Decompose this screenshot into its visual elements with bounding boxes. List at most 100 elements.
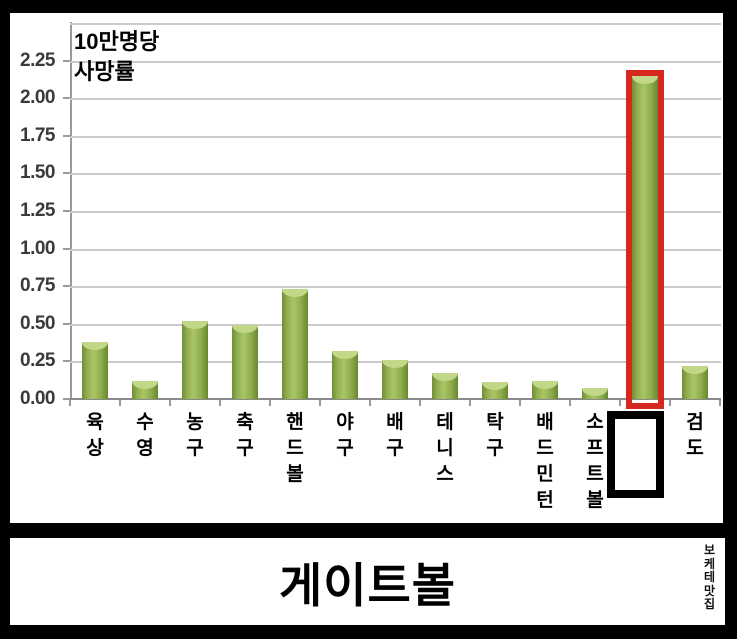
watermark-char: 맛 <box>703 583 715 598</box>
category-char: 볼 <box>586 490 604 511</box>
x-tick-mark <box>119 400 121 406</box>
x-tick-mark <box>69 400 71 406</box>
y-tick-label: 0.25 <box>20 350 55 371</box>
bar-top-highlight <box>82 342 108 350</box>
category-char: 배 <box>386 412 404 433</box>
y-tick-mark <box>63 210 70 212</box>
category-char: 트 <box>586 464 604 485</box>
y-tick-label: 0.00 <box>20 388 55 409</box>
category-char: 프 <box>586 438 604 459</box>
y-tick-mark <box>63 135 70 137</box>
watermark-char: 테 <box>703 570 715 584</box>
x-tick-mark <box>269 400 271 406</box>
category-char: 드 <box>286 438 304 459</box>
bar-top-highlight <box>232 325 258 333</box>
x-tick-mark <box>569 400 571 406</box>
bar-top-highlight <box>632 76 658 84</box>
y-axis-title: 10만명당 사망률 <box>74 27 159 87</box>
bar-hidden-answer <box>632 76 658 399</box>
x-tick-mark <box>419 400 421 406</box>
x-tick-mark <box>469 400 471 406</box>
y-tick-mark <box>63 248 70 250</box>
y-tick-label: 2.25 <box>20 50 55 71</box>
y-tick-label: 0.75 <box>20 275 55 296</box>
category-char: 농 <box>186 412 204 433</box>
bar-소프트볼 <box>582 388 608 399</box>
bar-핸드볼 <box>282 289 308 399</box>
gridline <box>70 136 721 138</box>
highlight-outline <box>626 70 664 409</box>
y-tick-label: 2.00 <box>20 87 55 108</box>
category-char: 드 <box>536 438 554 459</box>
gridline <box>70 173 721 175</box>
answer-text: 게이트볼 <box>279 559 456 612</box>
category-char: 구 <box>486 438 504 459</box>
y-axis-title-line2: 사망률 <box>74 59 135 84</box>
category-char: 육 <box>86 412 104 433</box>
bar-배드민턴 <box>532 381 558 399</box>
category-char: 턴 <box>536 490 554 511</box>
category-char: 핸 <box>286 412 304 433</box>
bar-top-highlight <box>482 382 508 390</box>
bar-top-highlight <box>382 360 408 368</box>
x-tick-mark <box>519 400 521 406</box>
y-tick-mark <box>63 172 70 174</box>
category-char: 구 <box>236 438 254 459</box>
bar-야구 <box>332 351 358 399</box>
y-tick-mark <box>63 285 70 287</box>
y-tick-label: 1.00 <box>20 238 55 259</box>
x-tick-mark <box>619 400 621 406</box>
category-char: 민 <box>536 464 554 485</box>
category-char: 상 <box>86 438 104 459</box>
bar-top-highlight <box>582 388 608 396</box>
bar-top-highlight <box>132 381 158 389</box>
bar-농구 <box>182 321 208 399</box>
bar-top-highlight <box>532 381 558 389</box>
bar-top-highlight <box>682 366 708 374</box>
category-char: 야 <box>336 412 354 433</box>
y-axis-title-line1: 10만명당 <box>74 29 160 54</box>
bar-배구 <box>382 360 408 399</box>
gridline <box>70 23 721 25</box>
y-tick-label: 1.25 <box>20 200 55 221</box>
y-tick-label: 1.50 <box>20 162 55 183</box>
category-char: 도 <box>686 438 704 459</box>
category-char: 구 <box>386 438 404 459</box>
panel-divider <box>0 523 737 538</box>
gridline <box>70 286 721 288</box>
category-char: 영 <box>136 438 154 459</box>
category-char: 볼 <box>286 464 304 485</box>
category-char: 구 <box>186 438 204 459</box>
watermark-char: 케 <box>703 556 715 571</box>
y-tick-mark <box>63 97 70 99</box>
x-tick-mark <box>669 400 671 406</box>
y-tick-mark <box>63 323 70 325</box>
hidden-label-box <box>607 411 664 498</box>
category-char: 소 <box>586 412 604 433</box>
bar-top-highlight <box>282 289 308 297</box>
category-char: 배 <box>536 412 554 433</box>
x-tick-mark <box>169 400 171 406</box>
watermark-char: 보 <box>703 543 715 557</box>
category-char: 수 <box>136 412 154 433</box>
x-tick-mark <box>319 400 321 406</box>
category-char: 구 <box>336 438 354 459</box>
gridline <box>70 249 721 251</box>
bar-육상 <box>82 342 108 399</box>
category-char: 탁 <box>486 412 504 433</box>
bar-top-highlight <box>432 373 458 381</box>
watermark-char: 집 <box>703 597 715 611</box>
bar-수영 <box>132 381 158 399</box>
y-tick-label: 1.75 <box>20 125 55 146</box>
